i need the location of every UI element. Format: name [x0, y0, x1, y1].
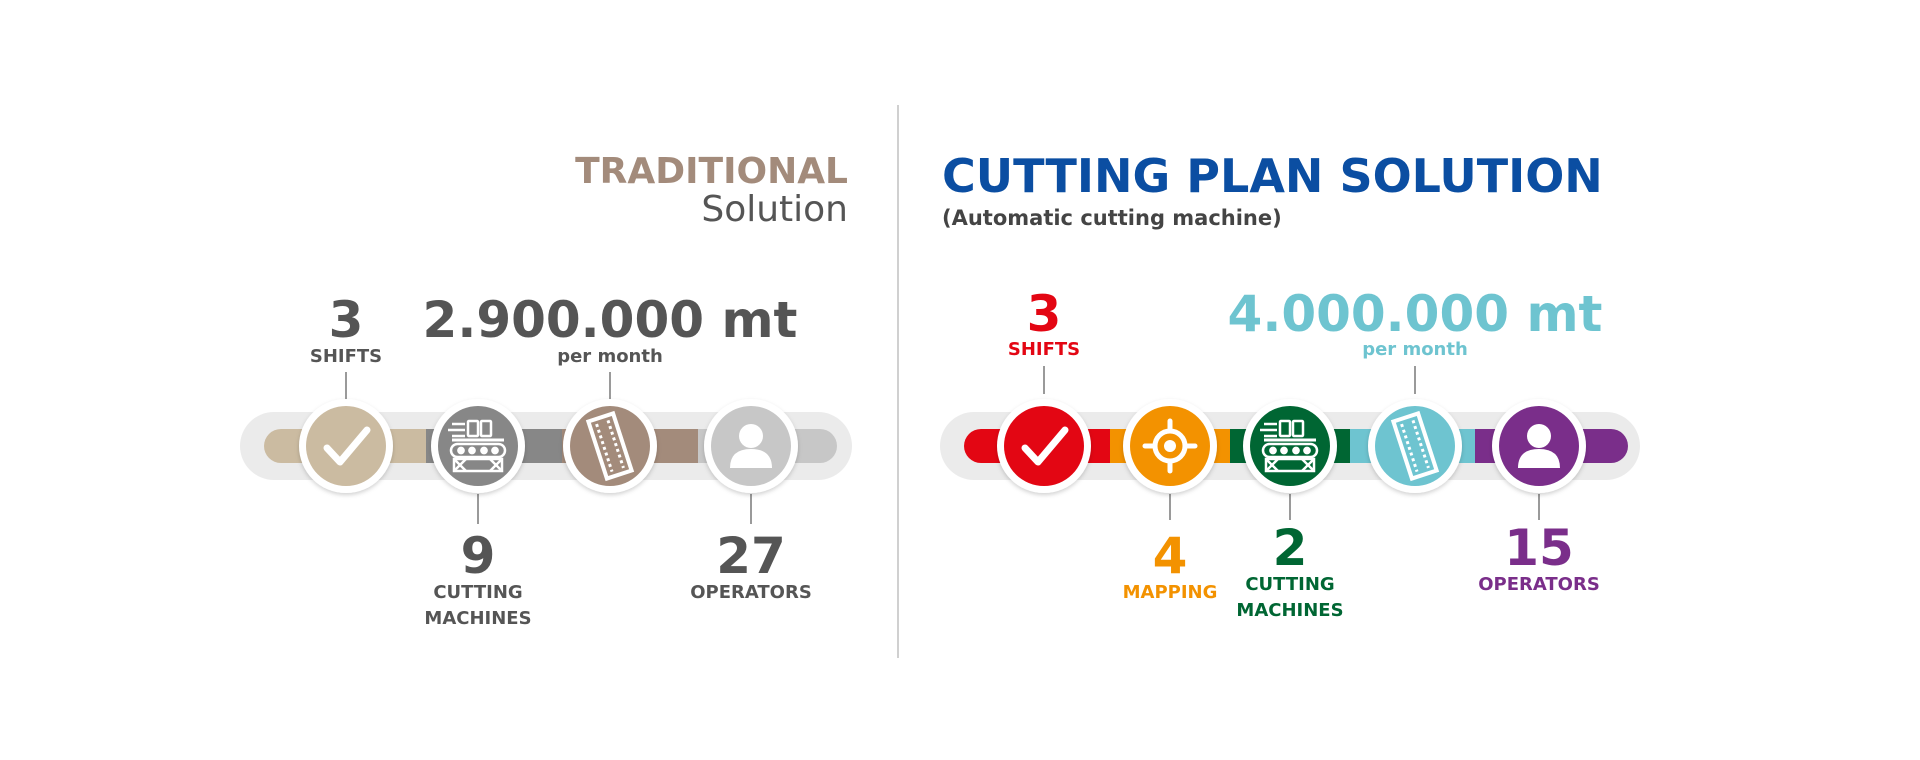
cutting-plan-shifts-label: SHIFTS	[1008, 339, 1080, 360]
cutting-plan-mapping-circle	[1123, 399, 1217, 493]
traditional-machines-circle	[431, 399, 525, 493]
cutting-plan-machines-value: 2	[1273, 519, 1308, 577]
cutting-plan-operators-circle	[1492, 399, 1586, 493]
cutting-plan-machines-label-line2: MACHINES	[1236, 600, 1343, 621]
traditional-shifts-label: SHIFTS	[310, 346, 382, 367]
traditional-machines-label-line2: MACHINES	[424, 608, 531, 629]
traditional-machines-label-line1: CUTTING	[433, 582, 522, 603]
cutting-plan-subtitle: (Automatic cutting machine)	[942, 206, 1282, 230]
cutting-plan-mapping-label: MAPPING	[1123, 582, 1218, 603]
traditional-title-rest: Solution	[701, 189, 848, 230]
traditional-panel: TRADITIONAL Solution	[240, 151, 852, 629]
cutting-plan-shifts-circle	[997, 399, 1091, 493]
traditional-shifts-value: 3	[329, 291, 364, 349]
cutting-plan-title: CUTTING PLAN SOLUTION	[942, 149, 1603, 203]
cutting-plan-mapping-value: 4	[1153, 527, 1188, 585]
cutting-plan-panel: CUTTING PLAN SOLUTION (Automatic cutting…	[940, 149, 1640, 621]
traditional-title-accent: TRADITIONAL	[575, 151, 848, 192]
traditional-output-label: per month	[557, 346, 663, 367]
traditional-operators-label: OPERATORS	[690, 582, 812, 603]
traditional-operators-circle	[704, 399, 798, 493]
cutting-plan-operators-label: OPERATORS	[1478, 574, 1600, 595]
cutting-plan-machines-circle	[1243, 399, 1337, 493]
traditional-machines-value: 9	[461, 527, 496, 585]
cutting-plan-output-circle	[1368, 399, 1462, 493]
cutting-plan-output-label: per month	[1362, 339, 1468, 360]
cutting-plan-shifts-value: 3	[1027, 285, 1062, 343]
traditional-shifts-circle	[299, 399, 393, 493]
cutting-plan-output-value: 4.000.000 mt	[1228, 285, 1603, 343]
traditional-output-circle	[563, 399, 657, 493]
cutting-plan-operators-value: 15	[1504, 519, 1574, 577]
cutting-plan-machines-label-line1: CUTTING	[1245, 574, 1334, 595]
traditional-output-value: 2.900.000 mt	[423, 291, 798, 349]
traditional-operators-value: 27	[716, 527, 786, 585]
